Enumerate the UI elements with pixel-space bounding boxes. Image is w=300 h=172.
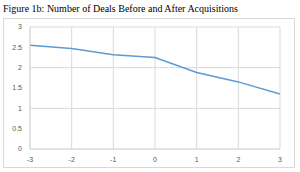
svg-text:2.5: 2.5 bbox=[12, 44, 22, 51]
svg-text:3: 3 bbox=[278, 156, 282, 163]
svg-text:1: 1 bbox=[195, 156, 199, 163]
svg-text:1: 1 bbox=[18, 105, 22, 112]
svg-text:1.5: 1.5 bbox=[12, 84, 22, 91]
svg-text:2: 2 bbox=[236, 156, 240, 163]
svg-text:0.5: 0.5 bbox=[12, 125, 22, 132]
svg-text:0: 0 bbox=[153, 156, 157, 163]
svg-text:-1: -1 bbox=[110, 156, 116, 163]
svg-text:0: 0 bbox=[18, 145, 22, 152]
html-text:Figure 1b: Number of Deals Bef: Figure 1b: Number of Deals Before and Af… bbox=[3, 3, 238, 14]
svg-text:-3: -3 bbox=[27, 156, 33, 163]
svg-text:-2: -2 bbox=[69, 156, 75, 163]
svg-text:3: 3 bbox=[18, 23, 22, 30]
svg-text:2: 2 bbox=[18, 64, 22, 71]
